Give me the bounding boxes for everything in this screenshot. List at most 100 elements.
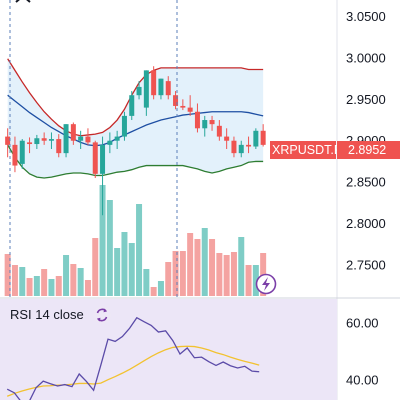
price-tick-label: 2.9500 [346, 92, 386, 107]
lightning-icon[interactable] [255, 273, 277, 295]
candle-body [85, 136, 91, 143]
candle-body [180, 105, 186, 108]
rsi-tick-label: 60.00 [346, 315, 379, 330]
volume-bar [209, 239, 216, 296]
volume-bar [172, 251, 179, 296]
volume-bar [99, 185, 106, 296]
volume-bar [19, 267, 26, 296]
refresh-icon[interactable] [93, 306, 111, 324]
volume-bar [121, 232, 128, 296]
volume-bar [41, 269, 48, 296]
rsi-axis[interactable]: 60.00 40.00 [346, 315, 379, 387]
candle-body [27, 142, 33, 145]
candle-body [187, 107, 193, 112]
candle-body [194, 111, 200, 129]
candle-body [34, 138, 40, 145]
candle-body [78, 136, 84, 141]
crosshair-lines [9, 0, 178, 400]
candle-body [260, 130, 266, 145]
volume-bar [230, 252, 237, 296]
candle-body [129, 95, 135, 116]
candle-body [165, 81, 171, 96]
price-tag-value: 2.8952 [348, 143, 386, 157]
price-tick-label: 2.8000 [346, 216, 386, 231]
rsi-tick-label: 40.00 [346, 373, 379, 388]
candle-body [19, 140, 25, 164]
candle-body [216, 125, 222, 137]
candle-body [70, 124, 76, 141]
candle-body [238, 144, 244, 154]
volume-bar [48, 279, 55, 296]
candle-body [143, 70, 149, 108]
volume-bar [26, 278, 33, 296]
volume-bar [136, 204, 143, 296]
volume-bar [245, 265, 252, 296]
volume-bar [84, 280, 91, 296]
candle-body [100, 144, 106, 174]
candle-body [173, 95, 179, 106]
candle-body [63, 124, 69, 154]
rsi-title: RSI 14 close [10, 307, 84, 322]
price-tick-label: 2.8500 [346, 175, 386, 190]
volume-bar [106, 200, 113, 296]
candle-body [121, 115, 127, 137]
bollinger-fill [7, 58, 264, 178]
volume-bar [223, 255, 230, 296]
rsi-band [0, 299, 337, 400]
volume-bar [194, 239, 201, 296]
last-price-tag[interactable]: XRPUSDT.P 2.8952 [270, 141, 400, 159]
volume-bar [33, 276, 40, 296]
candle-body [202, 120, 208, 129]
candle-body [136, 86, 142, 96]
volume-bar [179, 251, 186, 296]
price-tick-label: 3.0500 [346, 9, 386, 24]
bollinger-bands [7, 58, 264, 179]
volume-bar [187, 233, 194, 296]
candle-body [158, 78, 164, 96]
candle-body [92, 142, 98, 174]
volume-bar [143, 269, 150, 296]
bollinger-lower-line [7, 144, 264, 179]
volume-bar [165, 262, 172, 296]
candle-body [56, 139, 62, 154]
volume-bar [114, 248, 121, 296]
volume-bar [238, 237, 245, 296]
rsi-panel[interactable] [0, 299, 337, 400]
price-tick-label: 3.0000 [346, 50, 386, 65]
bollinger-basis-line [7, 94, 264, 147]
candle-body [5, 136, 11, 145]
volume-bars [4, 185, 267, 296]
candle-body [151, 70, 157, 96]
volume-bar [150, 287, 157, 296]
candle-body [41, 138, 47, 141]
rsi-line [6, 316, 260, 400]
candle-body [114, 136, 120, 141]
volume-bar [55, 276, 62, 296]
candlesticks [5, 66, 266, 216]
price-tick-label: 2.7500 [346, 257, 386, 272]
candle-body [107, 140, 113, 145]
candle-body [246, 144, 252, 147]
volume-bar [252, 265, 259, 296]
volume-bar [216, 253, 223, 296]
volume-bar [4, 254, 11, 296]
price-tag-symbol: XRPUSDT.P [272, 143, 342, 157]
volume-bar [157, 281, 164, 296]
candle-body [209, 120, 215, 125]
volume-bar [70, 264, 77, 296]
rsi-ma-line [6, 345, 260, 397]
volume-bar [63, 255, 70, 296]
candle-body [12, 144, 18, 166]
candle-body [231, 140, 237, 154]
candle-body [224, 136, 230, 141]
candle-body [48, 139, 54, 141]
candle-body [253, 130, 259, 147]
volume-bar [201, 228, 208, 296]
volume-bar [77, 268, 84, 296]
volume-bar [11, 265, 18, 296]
bollinger-upper-line [7, 58, 264, 137]
volume-bar [128, 243, 135, 296]
volume-bar [92, 238, 99, 296]
